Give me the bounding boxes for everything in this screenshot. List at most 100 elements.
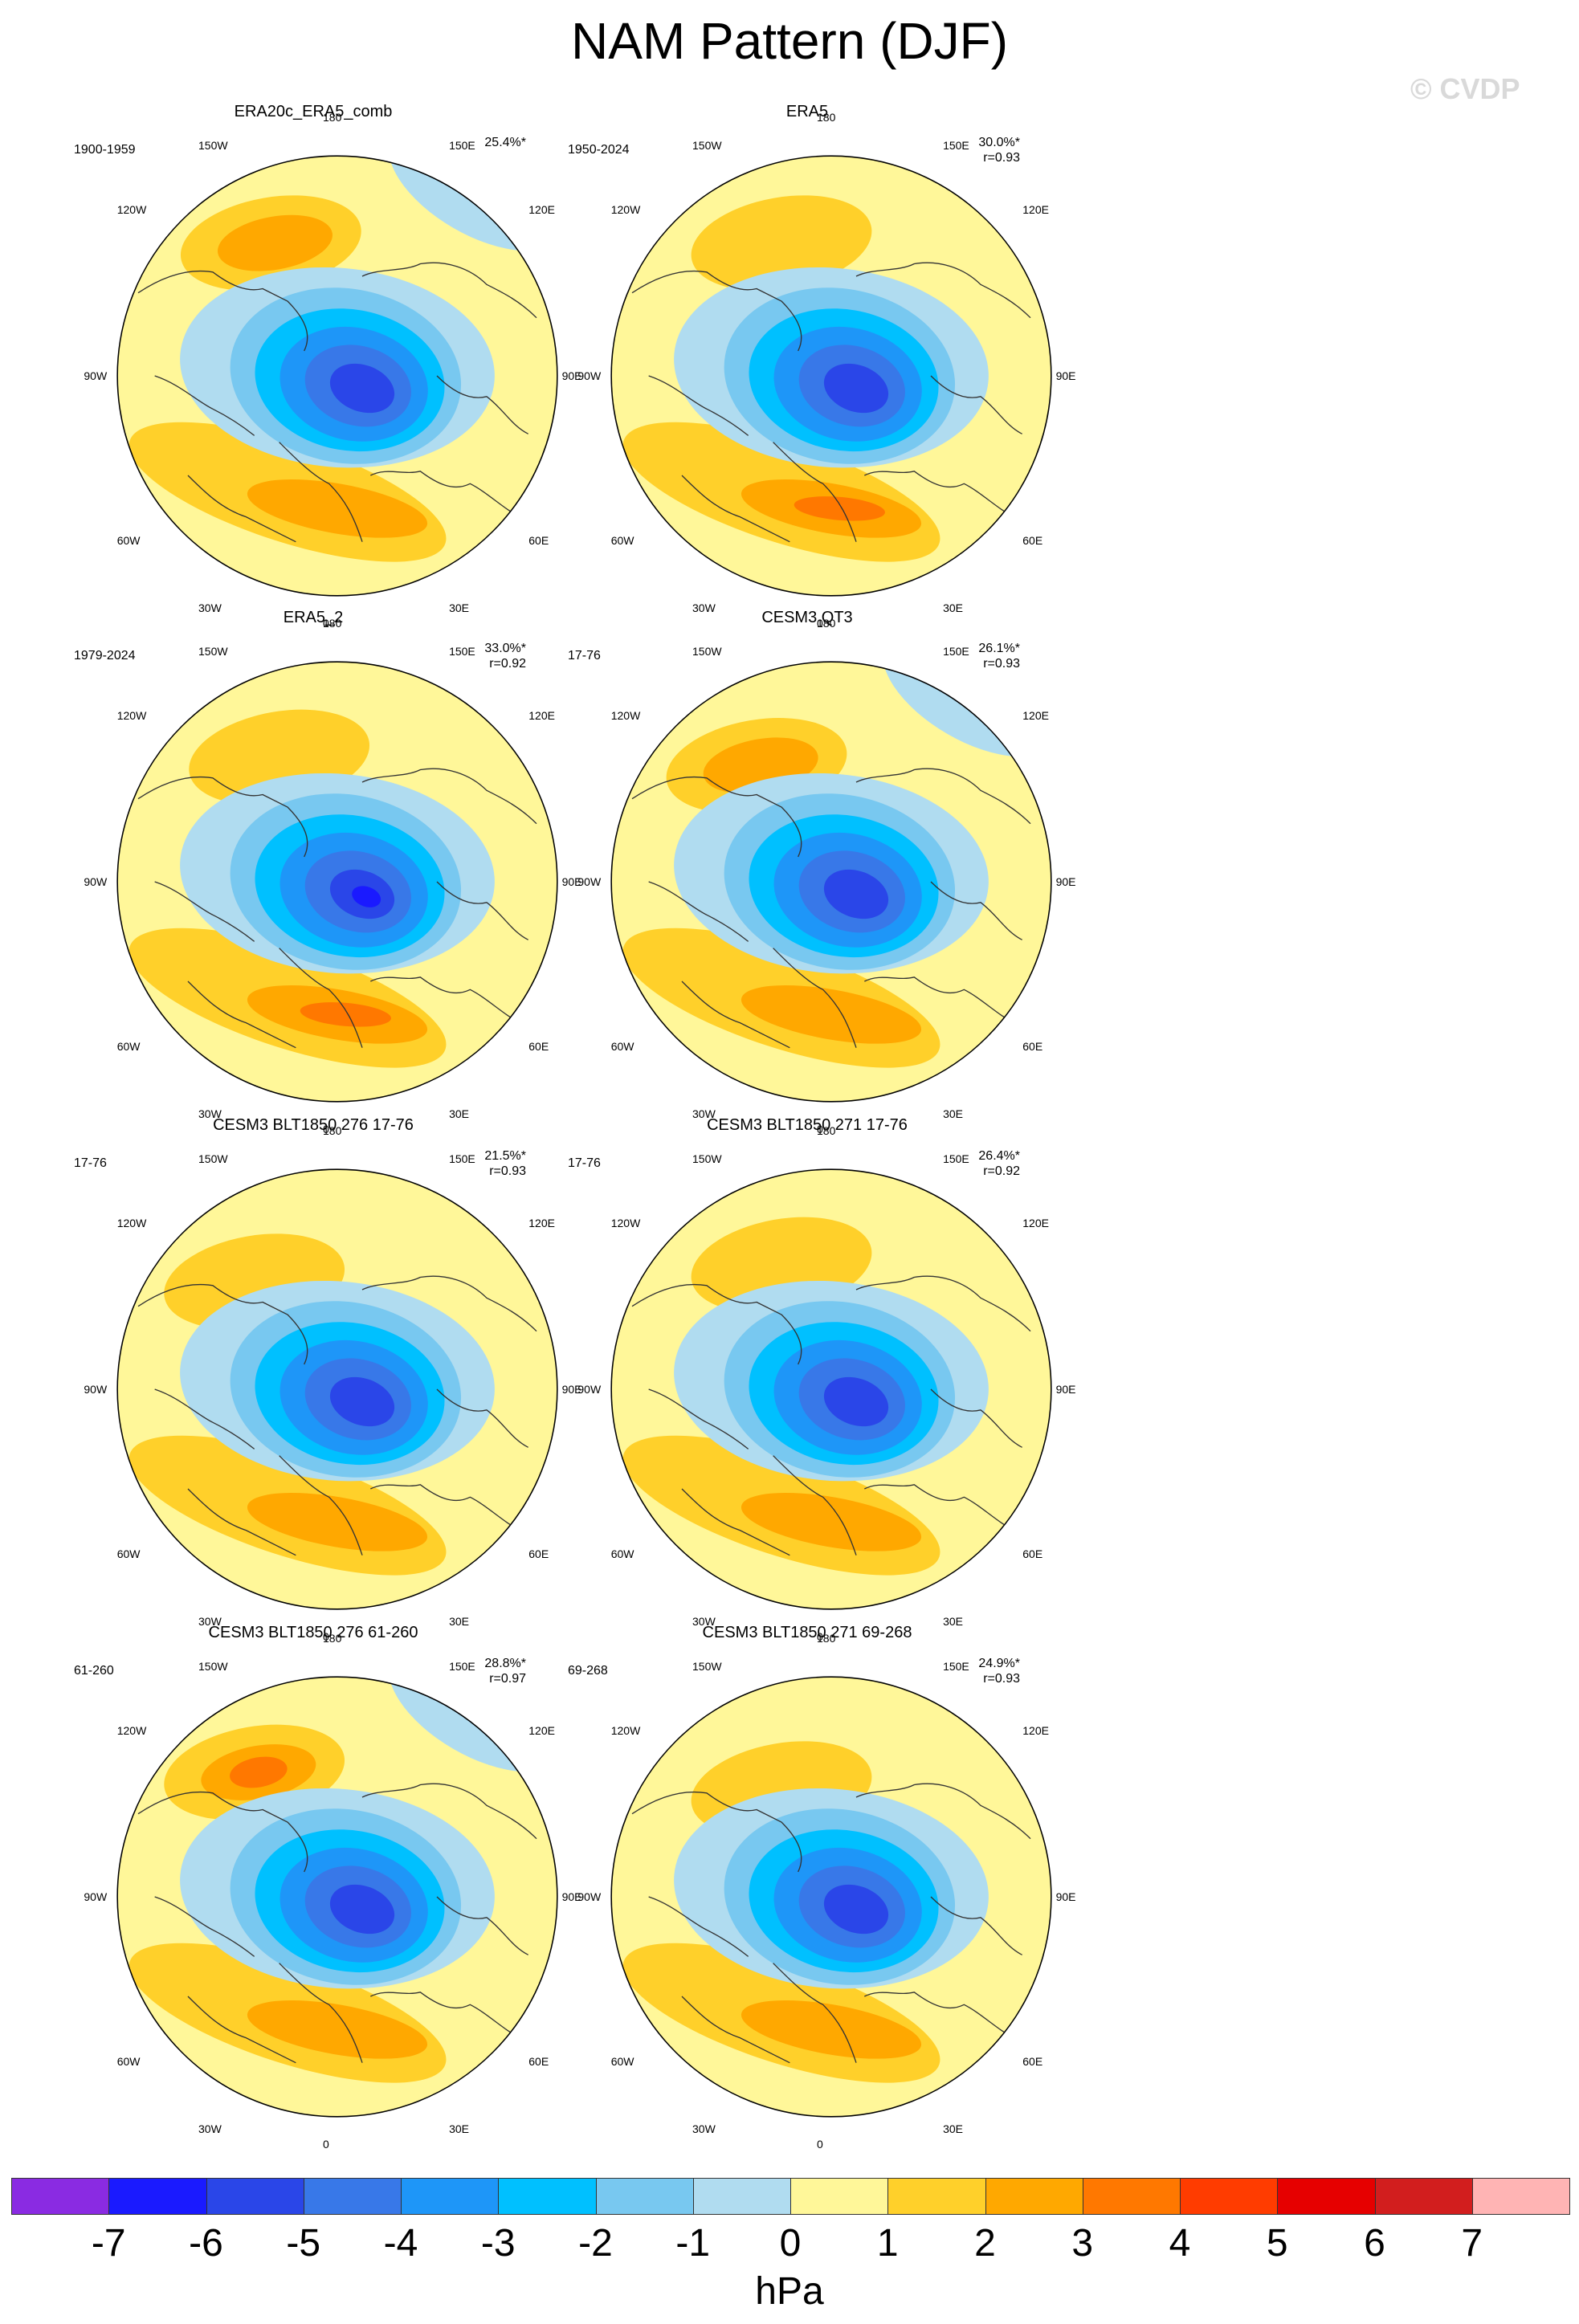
longitude-label: 120E (528, 709, 555, 723)
longitude-label: 60E (1022, 1547, 1043, 1560)
colorbar-box (401, 2178, 500, 2215)
colorbar-tick-label: -2 (578, 2222, 613, 2265)
colorbar-box (1180, 2178, 1279, 2215)
longitude-label: 120E (1022, 1724, 1049, 1738)
longitude-label: 150W (692, 1152, 722, 1165)
longitude-label: 90E (561, 1890, 582, 1903)
atlantic-high-peak (794, 496, 885, 521)
pacific-high-core (218, 214, 333, 271)
coastline (361, 262, 537, 319)
longitude-label: 30E (449, 1107, 469, 1121)
coastline (855, 1783, 1031, 1840)
longitude-label: 180 (817, 1631, 836, 1645)
coastline (436, 881, 528, 940)
panel-stats: 30.0%* r=0.93 (883, 135, 1020, 165)
colorbar-units: hPa (755, 2270, 824, 2313)
panel-stats: 26.4%* r=0.92 (883, 1148, 1020, 1179)
coastline (436, 1896, 528, 1955)
map-border (610, 1676, 1052, 2118)
colorbar-box (1374, 2178, 1473, 2215)
coastline (855, 262, 1031, 319)
panel-period: 17-76 (74, 1156, 107, 1170)
colorbar-box (1277, 2178, 1376, 2215)
explained-variance: 30.0%* (978, 136, 1020, 149)
coastline (361, 1275, 537, 1332)
longitude-label: 30W (198, 1615, 222, 1629)
map-panel: ERA20c_ERA5_comb 1900-1959 25.4%* 180 0 150W 1… (24, 103, 747, 630)
longitude-label: 150W (198, 1152, 228, 1165)
longitude-label: 180 (817, 1123, 836, 1137)
longitude-label: 90W (577, 1383, 602, 1396)
panel-period: 61-260 (74, 1664, 114, 1678)
coastline (154, 1388, 255, 1449)
colorbar-tick-label: -7 (91, 2222, 126, 2265)
longitude-label: 90W (577, 369, 602, 382)
longitude-label: 0 (817, 1122, 823, 1135)
map-panel: CESM3 QT3 17-76 26.1%* r=0.93 180 0 150W 150E 12… (518, 609, 1241, 1135)
colorbar-box (595, 2178, 694, 2215)
pattern-correlation: r=0.93 (983, 1672, 1020, 1686)
longitude-label: 120E (528, 1724, 555, 1738)
longitude-label: 120E (1022, 203, 1049, 217)
colorbar-box (985, 2178, 1083, 2215)
panel-period: 1950-2024 (568, 143, 630, 157)
explained-variance: 26.1%* (978, 642, 1020, 655)
longitude-label: 60E (1022, 533, 1043, 547)
explained-variance: 28.8%* (484, 1657, 526, 1670)
panel-stats: 24.9%* r=0.93 (883, 1656, 1020, 1686)
atlantic-high-peak (300, 1002, 391, 1027)
pacific-high-anomaly (691, 195, 872, 292)
panel-period: 1900-1959 (74, 143, 136, 157)
longitude-label: 150E (943, 1659, 969, 1673)
longitude-label: 150E (449, 1659, 475, 1673)
longitude-label: 30W (692, 2122, 716, 2136)
longitude-label: 150E (449, 644, 475, 658)
longitude-label: 90W (577, 1890, 602, 1903)
panel-title: CESM3 BLT1850 276 17-76 (213, 1116, 414, 1134)
coastline (436, 375, 528, 434)
longitude-label: 150E (943, 644, 969, 658)
longitude-label: 90W (84, 1383, 108, 1396)
longitude-label: 30W (692, 601, 716, 615)
longitude-label: 120W (116, 203, 147, 217)
coastline (864, 1484, 1014, 1531)
longitude-label: 120E (528, 1217, 555, 1230)
coastline (631, 1791, 802, 1873)
panel-stats: 33.0%* r=0.92 (390, 641, 526, 671)
longitude-label: 90E (561, 1383, 582, 1396)
atlantic-high-core (741, 985, 922, 1044)
panel-stats: 21.5%* r=0.93 (390, 1148, 526, 1179)
longitude-label: 90E (561, 369, 582, 382)
coastline (279, 1455, 363, 1555)
coastline (681, 1996, 790, 2064)
map-border (610, 1168, 1052, 1610)
longitude-label: 150E (943, 138, 969, 152)
panel-title: CESM3 BLT1850 271 69-268 (702, 1624, 912, 1641)
arctic-low-core (329, 363, 395, 414)
longitude-label: 60W (610, 533, 634, 547)
longitude-label: 30E (449, 2122, 469, 2136)
longitude-label: 30W (692, 1615, 716, 1629)
colorbar-tick-label: -4 (383, 2222, 418, 2265)
longitude-label: 0 (323, 1122, 329, 1135)
colorbar-tick-label: 6 (1364, 2222, 1385, 2265)
longitude-label: 0 (323, 1629, 329, 1643)
colorbar-tick-label: 0 (779, 2222, 802, 2265)
arctic-low-peak (352, 886, 381, 907)
map-border (116, 1168, 558, 1610)
panel-period: 1979-2024 (74, 649, 136, 663)
longitude-label: 60E (528, 1547, 549, 1560)
explained-variance: 24.9%* (978, 1657, 1020, 1670)
map-panel: CESM3 BLT1850 271 17-76 17-76 26.4%* r=0.92… (518, 1116, 1241, 1643)
coastline (154, 1896, 255, 1957)
coastline (370, 1992, 520, 2039)
longitude-label: 60W (610, 1039, 634, 1053)
map-panel: CESM3 BLT1850 276 17-76 17-76 21.5%* r=0.93… (24, 1116, 747, 1643)
panel-stats: 28.8%* r=0.97 (390, 1656, 526, 1686)
colorbar-tick-label: 1 (876, 2222, 899, 2265)
panel-stats: 25.4%* (390, 135, 526, 150)
coastline (361, 768, 537, 825)
colorbar-tick-label: 7 (1461, 2222, 1483, 2265)
coastline (648, 375, 749, 436)
polar-map (116, 1168, 558, 1610)
